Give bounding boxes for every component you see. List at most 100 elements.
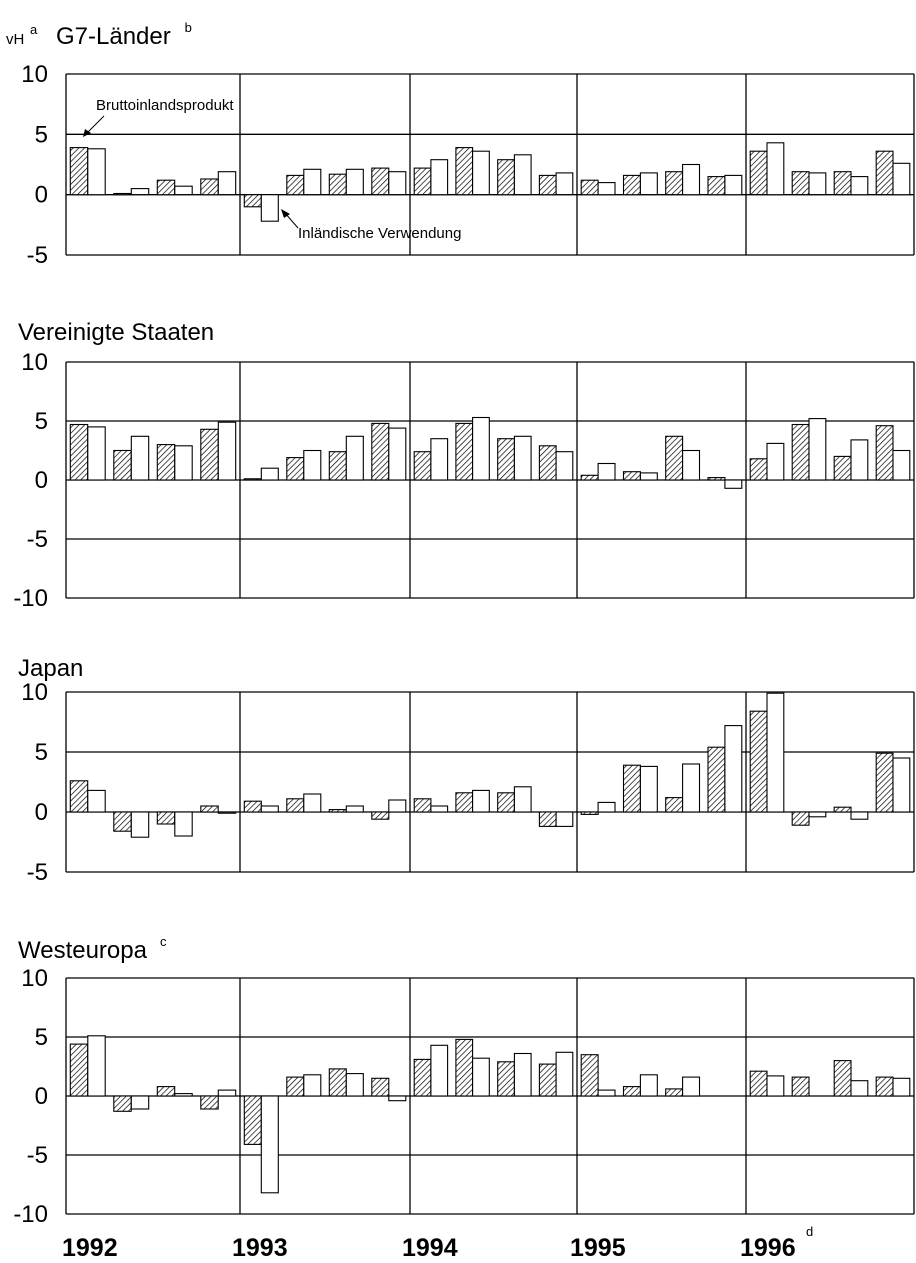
y-tick-label: 5 <box>35 1024 48 1051</box>
bar-domestic <box>217 171 237 196</box>
bar-domestic <box>303 1074 322 1097</box>
bar-gdp <box>200 1095 219 1110</box>
bar-domestic <box>472 150 490 196</box>
bar-domestic <box>430 1044 449 1097</box>
bar-domestic <box>724 479 743 489</box>
bar-domestic <box>345 435 364 481</box>
bar-domestic <box>345 1073 364 1097</box>
bar-gdp <box>497 159 515 196</box>
y-tick-label: 10 <box>21 61 48 88</box>
bar-domestic <box>513 786 532 813</box>
bar-gdp <box>580 811 599 815</box>
bar-domestic <box>555 1051 574 1097</box>
chart-panels: G7-Länder b -5 0 5 10 Vereinigte Staaten -10 -5 0… <box>13 20 915 1228</box>
annotation-gdp-arrow <box>85 115 105 135</box>
bar-domestic <box>597 462 616 481</box>
bar-gdp <box>156 1086 176 1097</box>
bar-domestic <box>388 799 407 813</box>
bar-domestic <box>472 789 490 813</box>
bar-gdp <box>497 792 515 813</box>
bar-domestic <box>430 159 449 196</box>
bar-gdp <box>371 167 390 196</box>
bar-domestic <box>892 757 911 813</box>
bar-domestic <box>682 1076 701 1097</box>
bar-domestic <box>260 194 279 222</box>
x-label-sup: d <box>806 1224 813 1239</box>
bar-gdp <box>286 1076 305 1097</box>
bar-gdp <box>538 811 557 827</box>
bar-gdp <box>665 435 684 481</box>
x-label-year: 1994 <box>402 1234 458 1262</box>
x-label-year: 1992 <box>62 1234 118 1262</box>
bar-domestic <box>682 763 701 813</box>
bar-gdp <box>455 147 474 196</box>
bar-domestic <box>303 449 322 481</box>
y-tick-label: 0 <box>35 182 48 209</box>
bar-domestic <box>174 185 193 196</box>
bar-gdp <box>665 171 684 196</box>
y-tick-label: 10 <box>21 679 48 706</box>
bar-gdp <box>286 457 305 481</box>
bar-domestic <box>174 811 193 837</box>
y-tick-label: -5 <box>27 242 48 269</box>
bar-gdp <box>371 422 390 481</box>
bar-gdp <box>113 811 132 832</box>
bar-domestic <box>472 1057 490 1097</box>
x-label-year: 1995 <box>570 1234 626 1262</box>
y-tick-label: 10 <box>21 965 48 992</box>
bar-domestic <box>597 801 616 813</box>
bar-domestic <box>892 162 911 196</box>
bar-domestic <box>260 467 279 481</box>
y-tick-label: 0 <box>35 799 48 826</box>
bar-domestic <box>766 1075 785 1097</box>
bar-domestic <box>345 805 364 813</box>
bar-gdp <box>328 809 347 813</box>
bar-domestic <box>513 435 532 481</box>
bar-gdp <box>200 805 219 813</box>
bar-domestic <box>808 418 827 481</box>
unit-label: vH <box>6 31 24 48</box>
y-tick-label: -10 <box>13 585 48 612</box>
bar-gdp <box>455 792 474 813</box>
bar-domestic <box>217 1089 237 1097</box>
bar-domestic <box>130 188 150 196</box>
bar-domestic <box>217 421 237 481</box>
annotation-gdp: Bruttoinlandsprodukt <box>83 97 234 137</box>
bar-gdp <box>749 1070 768 1097</box>
y-tick-label: 5 <box>35 739 48 766</box>
bar-domestic <box>555 172 574 196</box>
bar-gdp <box>707 746 726 813</box>
bar-domestic <box>808 172 827 196</box>
bar-gdp <box>69 780 89 813</box>
bar-domestic <box>724 174 743 196</box>
bar-gdp <box>243 194 262 208</box>
bar-domestic <box>766 692 785 813</box>
bar-gdp <box>833 1060 852 1097</box>
bar-gdp <box>791 811 810 826</box>
y-tick-label: 5 <box>35 121 48 148</box>
bar-gdp <box>833 171 852 196</box>
bar-gdp <box>875 150 894 196</box>
bar-domestic <box>87 148 106 196</box>
bar-domestic <box>430 805 449 813</box>
bar-gdp <box>665 797 684 813</box>
bar-gdp <box>286 798 305 813</box>
bar-domestic <box>472 416 490 481</box>
bar-gdp <box>875 1076 894 1097</box>
bar-gdp <box>665 1088 684 1097</box>
bar-domestic <box>87 426 106 481</box>
bar-domestic <box>597 1089 616 1097</box>
x-axis-years: 1992 1993 1994 1995 1996 d <box>62 1224 813 1262</box>
y-tick-label: 0 <box>35 1083 48 1110</box>
bar-domestic <box>892 1077 911 1097</box>
bar-domestic <box>892 449 911 481</box>
bar-gdp <box>371 811 390 820</box>
y-tick-label: -5 <box>27 859 48 886</box>
bar-gdp <box>243 478 262 481</box>
bar-gdp <box>413 451 432 481</box>
annotation-domestic-text: Inländische Verwendung <box>298 225 461 242</box>
bar-gdp <box>69 423 89 481</box>
bar-domestic <box>303 793 322 813</box>
bar-domestic <box>260 1095 279 1194</box>
